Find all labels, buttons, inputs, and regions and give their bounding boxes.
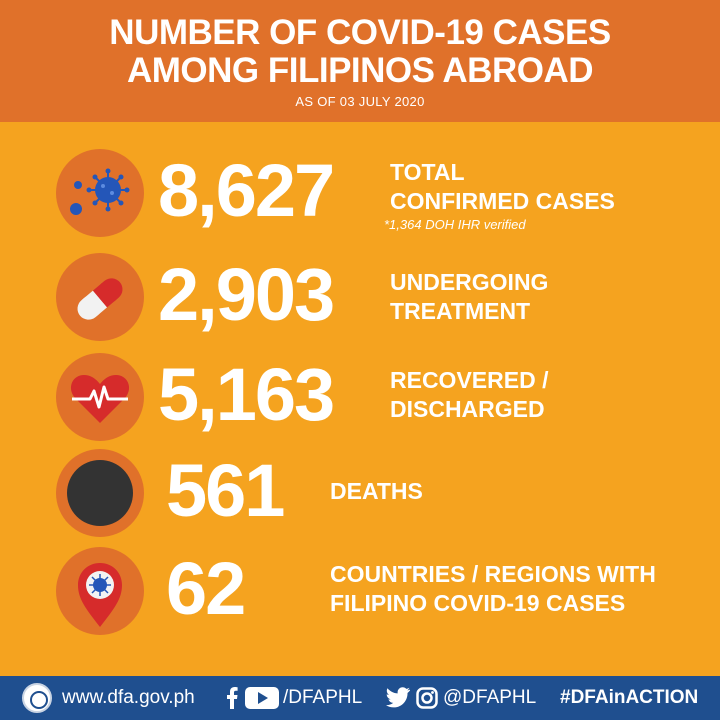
title-line-2: AMONG FILIPINOS ABROAD <box>126 51 594 90</box>
heartbeat-icon <box>56 353 144 441</box>
black-circle-icon <box>56 449 144 537</box>
undergoing-treatment-value: 2,903 <box>158 253 335 336</box>
stat-deaths: 561 DEATHS <box>0 446 720 542</box>
as-of-date: AS OF 03 JULY 2020 <box>295 94 425 109</box>
hashtag[interactable]: #DFAinACTION <box>560 687 699 708</box>
recovered-label: RECOVERED / DISCHARGED <box>390 366 548 424</box>
total-confirmed-value: 8,627 <box>158 149 335 232</box>
deaths-value: 561 <box>166 449 285 532</box>
youtube-icon[interactable] <box>245 687 279 709</box>
pill-capsule-icon <box>56 253 144 341</box>
stat-countries-regions: 62 COUNTRIES / REGIONS WITH FILIPINO COV… <box>0 544 720 640</box>
stat-undergoing-treatment: 2,903 UNDERGOING TREATMENT <box>0 250 720 346</box>
website-link[interactable]: www.dfa.gov.ph <box>62 687 195 708</box>
label-line: RECOVERED / <box>390 367 549 393</box>
virus-icon <box>56 149 144 237</box>
facebook-youtube-handle[interactable]: /DFAPHL <box>283 687 363 708</box>
instagram-icon[interactable] <box>416 687 438 709</box>
total-confirmed-label: TOTAL CONFIRMED CASES *1,364 DOH IHR ver… <box>384 158 615 234</box>
countries-label: COUNTRIES / REGIONS WITH FILIPINO COVID-… <box>330 560 656 618</box>
label-line: TOTAL <box>390 159 465 185</box>
twitter-instagram-handle[interactable]: @DFAPHL <box>443 687 537 708</box>
location-pin-virus-icon <box>56 547 144 635</box>
label-line: CONFIRMED CASES <box>390 188 615 214</box>
dfa-seal-logo <box>22 683 52 713</box>
countries-value: 62 <box>166 547 246 630</box>
undergoing-treatment-label: UNDERGOING TREATMENT <box>390 268 548 326</box>
header-banner: NUMBER OF COVID-19 CASES AMONG FILIPINOS… <box>0 0 720 122</box>
label-line: DEATHS <box>330 478 423 504</box>
twitter-icon[interactable] <box>386 687 410 709</box>
label-line: UNDERGOING <box>390 269 549 295</box>
label-line: FILIPINO COVID-19 CASES <box>330 590 626 616</box>
facebook-icon[interactable] <box>226 687 238 709</box>
stat-recovered: 5,163 RECOVERED / DISCHARGED <box>0 350 720 446</box>
label-line: TREATMENT <box>390 298 531 324</box>
recovered-value: 5,163 <box>158 353 335 436</box>
label-line: DISCHARGED <box>390 396 545 422</box>
footer-bar: www.dfa.gov.ph /DFAPHL @DFAPHL #DFAinACT… <box>0 676 720 720</box>
doh-verified-note: *1,364 DOH IHR verified <box>384 217 526 232</box>
deaths-label: DEATHS <box>330 477 423 506</box>
label-line: COUNTRIES / REGIONS WITH <box>330 561 656 587</box>
title-line-1: NUMBER OF COVID-19 CASES <box>109 13 611 52</box>
stat-total-confirmed: 8,627 TOTAL CONFIRMED CASES *1,364 DOH I… <box>0 146 720 242</box>
